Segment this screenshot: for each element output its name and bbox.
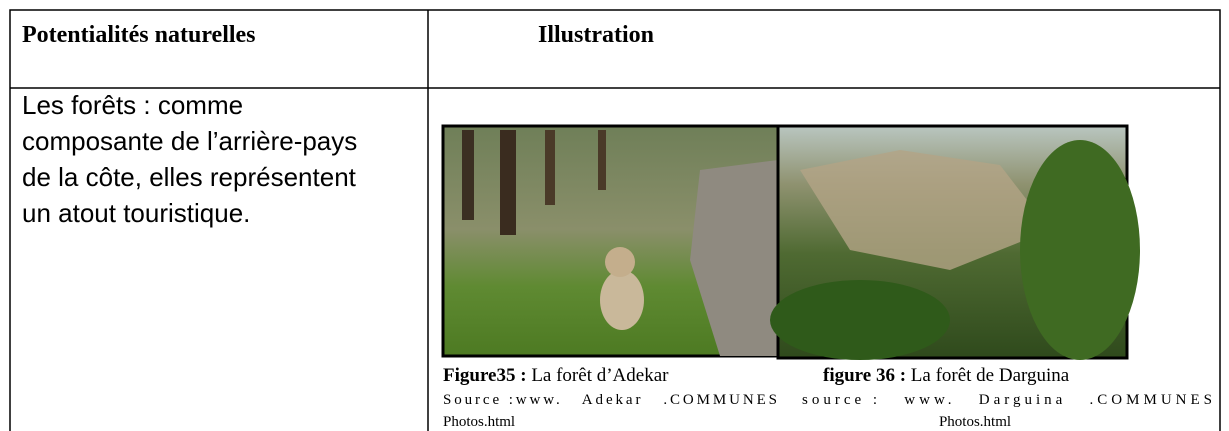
caption: figure 36 : La forêt de Darguina xyxy=(823,365,1070,386)
text-line: composante de l’arrière-pays xyxy=(22,126,357,156)
text-line: Les forêts : comme xyxy=(22,90,243,120)
caption-text: La forêt de Darguina xyxy=(911,365,1070,386)
photo-darguina xyxy=(770,124,1140,360)
text-line: de la côte, elles représentent xyxy=(22,162,357,192)
caption-label: Figure35 : xyxy=(443,365,527,386)
caption: Figure35 : La forêt d’Adekar xyxy=(443,365,669,386)
source: Photos.html xyxy=(443,414,515,430)
caption-text: La forêt d’Adekar xyxy=(531,365,669,386)
source: source : www. Darguina .COMMUNES xyxy=(802,392,1212,408)
body-text: Les forêts : comme composante de l’arriè… xyxy=(22,90,357,228)
caption-label: figure 36 : xyxy=(823,365,906,386)
source: Source :www. Adekar .COMMUNES xyxy=(443,392,777,408)
text-line: un atout touristique. xyxy=(22,198,250,228)
header-cell: Illustration xyxy=(538,22,654,48)
source: Photos.html xyxy=(939,414,1011,430)
header-cell: Potentialités naturelles xyxy=(22,22,256,48)
table-borders xyxy=(9,9,1221,431)
photo-adekar xyxy=(441,124,780,358)
